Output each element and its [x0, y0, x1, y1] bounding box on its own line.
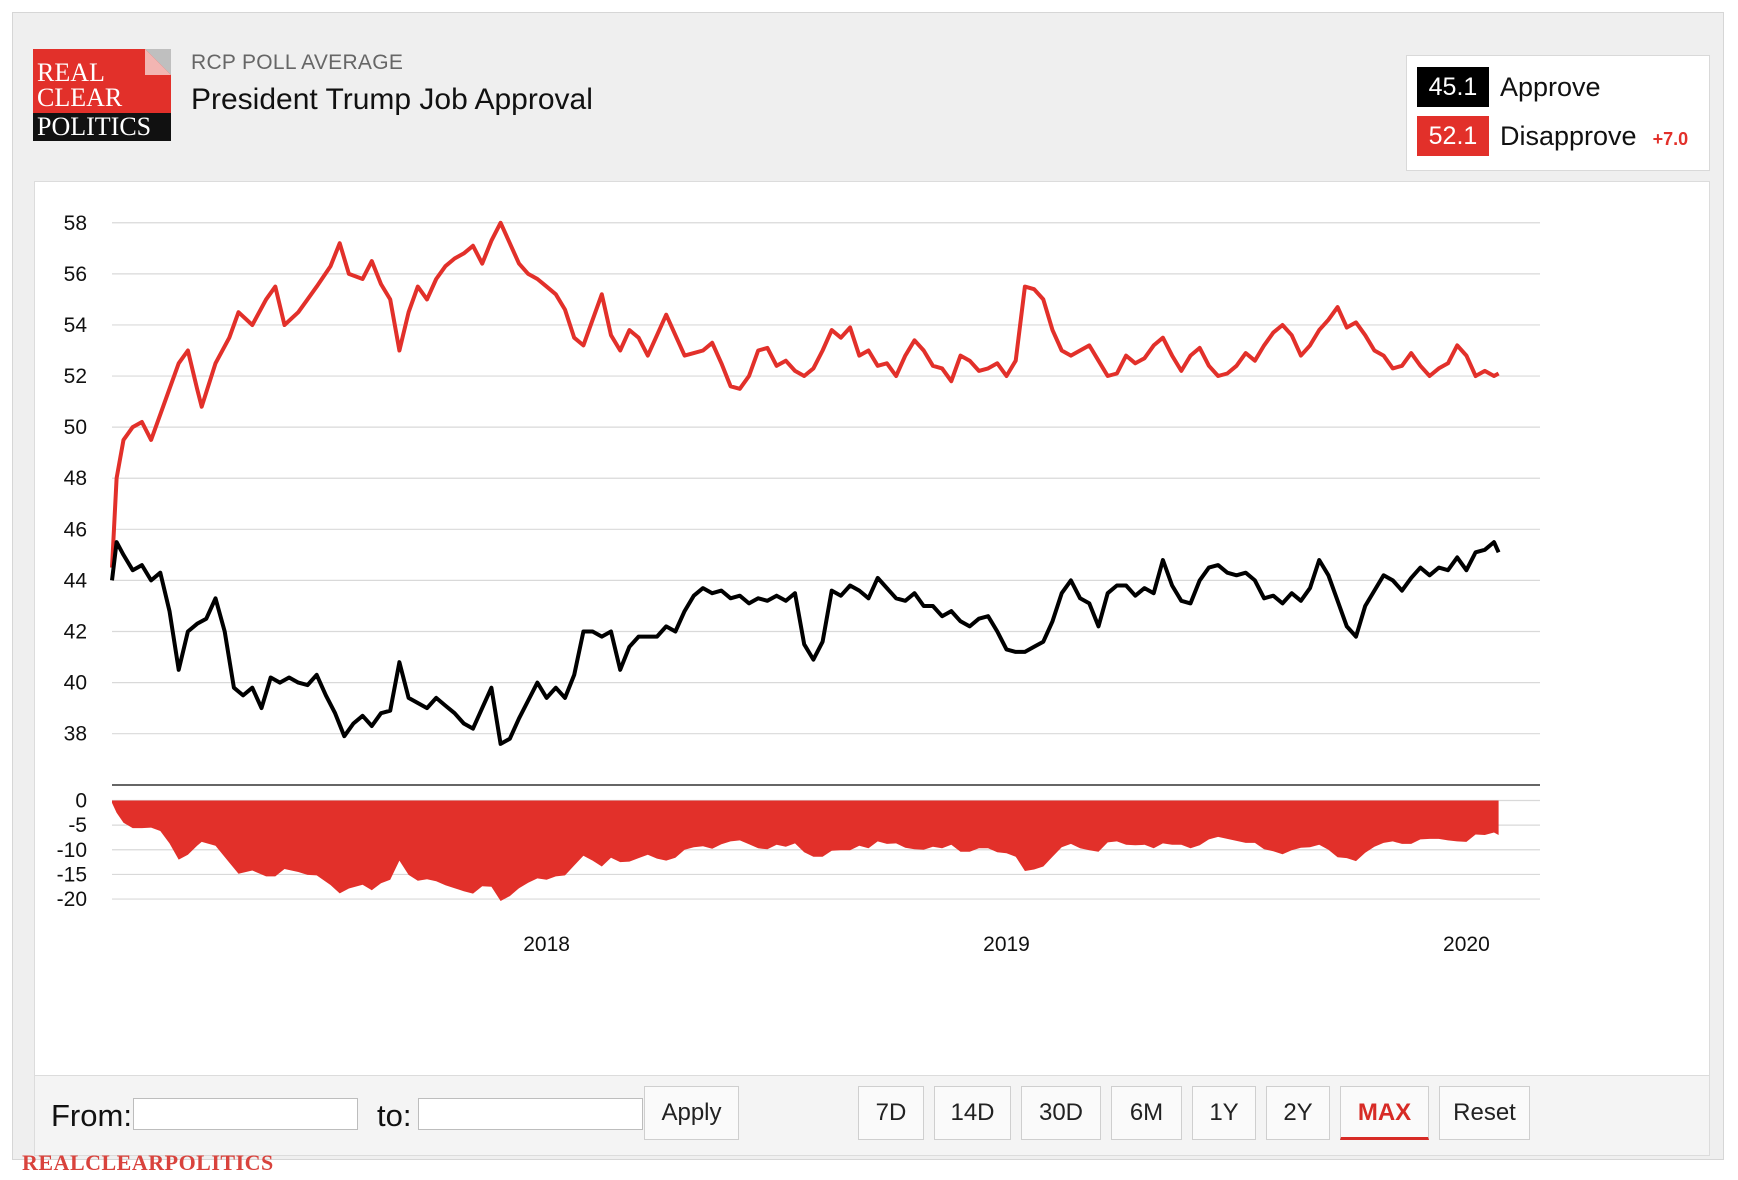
chart-panel: 58 56 54 52 50 48 46 44 42 40 38 0 -5 -10 -15 -20 2018…: [34, 181, 1710, 1076]
range-30d-button[interactable]: 30D: [1021, 1086, 1101, 1140]
y-tick-label: 50: [64, 416, 87, 439]
page-title: President Trump Job Approval: [191, 83, 593, 116]
from-label: From:: [51, 1098, 132, 1133]
footer-brand: REALCLEARPOLITICS: [22, 1150, 274, 1175]
disapprove-value: 52.1: [1417, 116, 1489, 156]
y-tick-label: 54: [64, 314, 88, 337]
x-axis-labels: 2018 2019 2020: [523, 933, 1490, 956]
y-tick-label: 38: [64, 723, 87, 746]
y-tick-label: 44: [64, 569, 88, 592]
range-max-button[interactable]: MAX: [1340, 1086, 1429, 1140]
approve-line: [110, 540, 1501, 746]
legend-approve: 45.1 Approve: [1417, 66, 1601, 108]
y-tick-label: 56: [64, 263, 87, 286]
y-axis-labels-main: 58 56 54 52 50 48 46 44 42 40 38: [64, 212, 88, 746]
range-2y-button[interactable]: 2Y: [1266, 1086, 1330, 1140]
disapprove-line: [110, 220, 1500, 568]
y-tick-label: 52: [64, 365, 87, 388]
from-date-input[interactable]: [133, 1098, 358, 1130]
y-tick-label: 48: [64, 467, 87, 490]
legend: 45.1 Approve 52.1 Disapprove +7.0: [1406, 55, 1710, 171]
to-date-input[interactable]: [418, 1098, 643, 1130]
series-lines: [110, 220, 1501, 746]
y-tick-label: 42: [64, 621, 87, 644]
spread-y-tick-label: -15: [57, 863, 87, 886]
rcp-logo: REAL CLEAR POLITICS: [33, 49, 171, 141]
date-controls: From: to: Apply 7D 14D 30D 6M 1Y 2Y MAX …: [34, 1076, 1710, 1156]
svg-text:REAL: REAL: [37, 58, 105, 87]
spread-y-tick-label: 0: [75, 789, 87, 812]
spread-area-group: [112, 800, 1499, 901]
apply-button[interactable]: Apply: [644, 1086, 739, 1140]
y-tick-label: 40: [64, 672, 87, 695]
range-14d-button[interactable]: 14D: [934, 1086, 1011, 1140]
svg-text:POLITICS: POLITICS: [37, 112, 151, 141]
main-grid: [112, 222, 1540, 735]
approve-label: Approve: [1500, 71, 1601, 102]
legend-disapprove: 52.1 Disapprove +7.0: [1417, 115, 1688, 157]
spread-y-tick-label: -5: [68, 814, 87, 837]
spread-y-tick-label: -20: [57, 888, 87, 911]
y-tick-label: 58: [64, 212, 87, 235]
range-6m-button[interactable]: 6M: [1111, 1086, 1182, 1140]
poll-average-subtitle: RCP POLL AVERAGE: [191, 51, 404, 74]
x-tick-label: 2019: [983, 933, 1030, 956]
x-tick-label: 2020: [1443, 933, 1490, 956]
spread-y-tick-label: -10: [57, 839, 87, 862]
reset-button[interactable]: Reset: [1439, 1086, 1530, 1140]
svg-text:CLEAR: CLEAR: [37, 83, 123, 112]
range-7d-button[interactable]: 7D: [858, 1086, 924, 1140]
approval-chart[interactable]: 58 56 54 52 50 48 46 44 42 40 38 0-5-10-15-20 2018…: [35, 182, 1711, 1077]
y-tick-label: 46: [64, 518, 87, 541]
range-1y-button[interactable]: 1Y: [1192, 1086, 1256, 1140]
spread-value: +7.0: [1652, 128, 1689, 149]
disapprove-label: Disapprove: [1500, 120, 1637, 151]
approve-value: 45.1: [1417, 67, 1489, 107]
spread-area: [112, 800, 1499, 901]
x-tick-label: 2018: [523, 933, 570, 956]
widget-frame: REAL CLEAR POLITICS RCP POLL AVERAGE Pre…: [12, 12, 1724, 1160]
to-label: to:: [377, 1098, 412, 1133]
y-axis-labels-spread: 0-5-10-15-20: [57, 789, 87, 911]
